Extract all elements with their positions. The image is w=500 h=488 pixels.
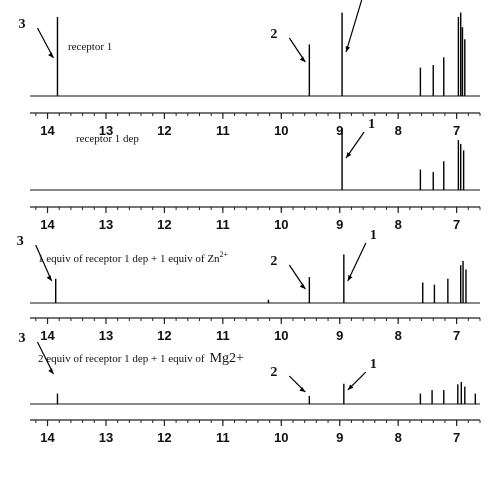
- ppm-tick-label: 7: [453, 430, 460, 445]
- peak-annotation-label: 2: [270, 365, 277, 380]
- peak-annotation-label: 3: [18, 331, 25, 346]
- ppm-tick-label: 14: [40, 217, 55, 232]
- ppm-tick-label: 13: [99, 123, 113, 138]
- ppm-tick-label: 9: [336, 430, 343, 445]
- ppm-tick-label: 8: [395, 430, 402, 445]
- ppm-tick-label: 13: [99, 217, 113, 232]
- spectrum-panel-3: 1 equiv of receptor 1 dep + 1 equiv of Z…: [17, 228, 481, 343]
- spectrum-panel-4: 2 equiv of receptor 1 dep + 1 equiv of Mg…: [18, 331, 481, 445]
- ppm-tick-label: 8: [395, 123, 402, 138]
- peak-annotation-arrowhead: [346, 152, 352, 158]
- ppm-tick-label: 14: [40, 123, 55, 138]
- peak-annotation-label: 2: [270, 254, 277, 269]
- spectrum-title: 1 equiv of receptor 1 dep + 1 equiv of Z…: [38, 250, 229, 265]
- spectrum-title: receptor 1: [68, 41, 112, 53]
- peak-annotation-arrow: [36, 27, 54, 59]
- ppm-tick-label: 12: [157, 328, 171, 343]
- ppm-tick-label: 11: [216, 328, 230, 343]
- peak-annotation-arrow: [345, 0, 363, 53]
- ppm-tick-label: 10: [274, 430, 288, 445]
- spectrum-panel-1: receptor 1 14 13 12 11 10 9 8 7 3 2 1: [18, 0, 481, 138]
- ppm-tick-label: 13: [99, 430, 113, 445]
- peak-annotation-label: 1: [370, 228, 377, 243]
- ppm-tick-label: 14: [40, 430, 55, 445]
- ppm-tick-label: 10: [274, 217, 288, 232]
- ppm-tick-label: 12: [157, 430, 171, 445]
- ppm-tick-label: 7: [453, 328, 460, 343]
- peak-annotation-label: 2: [270, 27, 277, 42]
- peak-annotation-arrowhead: [299, 283, 306, 289]
- ppm-tick-label: 9: [336, 123, 343, 138]
- peak-annotation-arrowhead: [347, 275, 353, 281]
- ppm-tick-label: 8: [395, 328, 402, 343]
- peak-annotation-arrow: [35, 244, 53, 282]
- peak-annotation-label: 1: [368, 117, 375, 132]
- ppm-tick-label: 10: [274, 328, 288, 343]
- ppm-tick-label: 14: [40, 328, 55, 343]
- ppm-tick-label: 7: [453, 123, 460, 138]
- peak-annotation-arrowhead: [48, 368, 54, 374]
- ppm-tick-label: 9: [336, 217, 343, 232]
- spectrum-panel-2: receptor 1 dep 14 13 12 11 10 9 8 7 1: [30, 117, 481, 232]
- ppm-tick-label: 7: [453, 217, 460, 232]
- peak-annotation-arrowhead: [46, 275, 52, 281]
- spectrum-title: receptor 1 dep: [76, 133, 139, 145]
- peak-annotation-arrowhead: [345, 46, 351, 52]
- ppm-tick-label: 10: [274, 123, 288, 138]
- peak-annotation-arrow: [347, 242, 367, 282]
- ppm-tick-label: 13: [99, 328, 113, 343]
- ppm-tick-label: 11: [216, 123, 230, 138]
- ppm-tick-label: 11: [216, 217, 230, 232]
- ppm-tick-label: 11: [216, 430, 230, 445]
- peak-annotation-label: 1: [370, 357, 377, 372]
- ppm-tick-label: 12: [157, 217, 171, 232]
- spectrum-title: 2 equiv of receptor 1 dep + 1 equiv of Mg…: [38, 351, 244, 366]
- peak-annotation-arrowhead: [299, 56, 306, 62]
- peak-annotation-arrow: [36, 341, 55, 375]
- ppm-tick-label: 8: [395, 217, 402, 232]
- peak-annotation-arrowhead: [299, 386, 306, 392]
- peak-annotation-arrowhead: [347, 384, 354, 390]
- ppm-tick-label: 9: [336, 328, 343, 343]
- peak-annotation-arrowhead: [48, 52, 54, 58]
- peak-annotation-label: 3: [17, 234, 24, 249]
- peak-annotation-label: 3: [18, 17, 25, 32]
- ppm-tick-label: 12: [157, 123, 171, 138]
